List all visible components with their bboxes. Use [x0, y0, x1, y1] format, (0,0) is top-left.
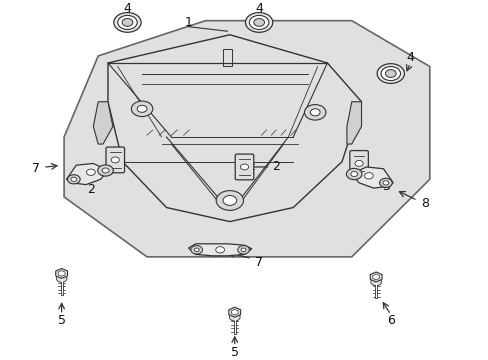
Polygon shape: [58, 271, 65, 276]
Text: 2: 2: [272, 161, 280, 174]
Text: 5: 5: [58, 314, 65, 327]
Circle shape: [310, 109, 320, 116]
Circle shape: [379, 178, 391, 188]
FancyBboxPatch shape: [106, 147, 124, 173]
Text: 4: 4: [406, 51, 413, 64]
Circle shape: [111, 157, 119, 163]
Circle shape: [86, 169, 95, 175]
Polygon shape: [351, 167, 392, 188]
Text: 7: 7: [255, 256, 263, 269]
Circle shape: [190, 246, 202, 254]
Circle shape: [380, 67, 400, 81]
Polygon shape: [66, 163, 108, 185]
Circle shape: [354, 161, 363, 166]
Circle shape: [382, 181, 388, 185]
Circle shape: [241, 248, 245, 252]
Circle shape: [223, 195, 236, 206]
Circle shape: [350, 172, 357, 176]
Polygon shape: [93, 102, 113, 144]
Polygon shape: [346, 102, 361, 144]
Circle shape: [304, 104, 325, 120]
Text: 1: 1: [184, 16, 192, 29]
Circle shape: [67, 175, 80, 184]
Text: 4: 4: [255, 2, 263, 15]
Circle shape: [370, 278, 381, 286]
Polygon shape: [228, 307, 240, 317]
Text: 3: 3: [381, 180, 389, 193]
Circle shape: [229, 313, 240, 321]
Polygon shape: [64, 21, 429, 257]
Circle shape: [240, 164, 248, 170]
Circle shape: [194, 248, 199, 252]
Circle shape: [137, 105, 147, 112]
Polygon shape: [56, 269, 67, 278]
Circle shape: [118, 15, 137, 30]
Circle shape: [253, 19, 264, 26]
Text: 7: 7: [32, 162, 40, 175]
Circle shape: [71, 177, 77, 181]
FancyBboxPatch shape: [349, 150, 367, 176]
Circle shape: [215, 247, 224, 253]
Circle shape: [56, 274, 67, 282]
Circle shape: [114, 13, 141, 32]
Circle shape: [131, 101, 153, 117]
Polygon shape: [372, 274, 379, 280]
Circle shape: [245, 13, 272, 32]
Text: 2: 2: [87, 183, 95, 197]
Circle shape: [346, 168, 361, 180]
Circle shape: [102, 168, 109, 173]
Text: 8: 8: [420, 198, 428, 211]
Text: 5: 5: [230, 346, 238, 359]
Circle shape: [364, 172, 372, 179]
Text: 4: 4: [123, 2, 131, 15]
Text: 6: 6: [386, 314, 394, 327]
Polygon shape: [188, 244, 251, 256]
Circle shape: [385, 70, 395, 77]
Circle shape: [122, 19, 133, 26]
Circle shape: [237, 246, 249, 254]
Circle shape: [249, 15, 268, 30]
Polygon shape: [231, 309, 238, 315]
Circle shape: [216, 190, 243, 210]
Circle shape: [98, 165, 113, 176]
Polygon shape: [369, 272, 381, 282]
Circle shape: [376, 64, 404, 84]
FancyBboxPatch shape: [235, 154, 253, 180]
